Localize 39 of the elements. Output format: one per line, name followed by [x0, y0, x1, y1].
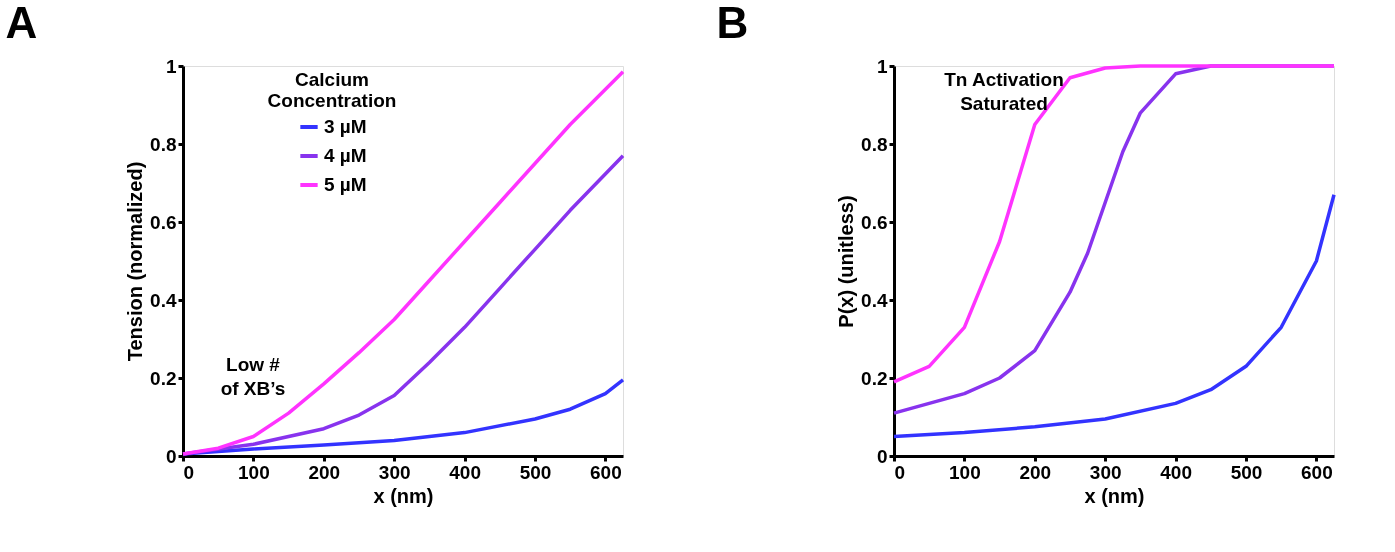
x-tick-label: 500: [1230, 461, 1263, 483]
annotation: Low # of XB’s: [220, 354, 286, 399]
y-tick-label: 0.6: [861, 211, 888, 233]
x-tick-label: 400: [449, 461, 481, 483]
annotation: Tn Activation Saturated: [944, 69, 1064, 114]
y-tick-label: 0.8: [150, 133, 177, 155]
y-tick-label: 0: [876, 445, 888, 467]
chart-title: A: [5, 0, 38, 47]
x-tick-label: 0: [894, 461, 906, 483]
y-tick-label: 0.8: [861, 133, 888, 155]
x-tick-label: 100: [949, 461, 981, 483]
legend-title: Calcium Concentration: [267, 69, 397, 111]
x-tick-label: 0: [183, 461, 195, 483]
y-tick-label: 1: [876, 55, 888, 77]
x-tick-label: 600: [1301, 461, 1333, 483]
y-tick-label: 0: [165, 445, 177, 467]
y-tick-label: 0.2: [861, 367, 888, 389]
x-axis-title: x (nm): [1084, 484, 1145, 507]
y-axis-title: Tension (normalized): [124, 161, 147, 362]
x-tick-label: 200: [308, 461, 341, 483]
x-tick-label: 600: [590, 461, 622, 483]
legend-label: 5 µM: [324, 174, 367, 195]
x-axis-title: x (nm): [373, 484, 434, 507]
y-axis-title: P(x) (unitless): [835, 195, 858, 328]
x-tick-label: 100: [238, 461, 270, 483]
x-tick-label: 300: [378, 461, 411, 483]
y-tick-label: 0.4: [150, 289, 177, 311]
x-tick-label: 400: [1160, 461, 1192, 483]
legend-label: 4 µM: [324, 145, 367, 166]
x-tick-label: 300: [1089, 461, 1122, 483]
chart-title: B: [716, 0, 749, 47]
line-series: [892, 192, 1336, 439]
y-tick-label: 0.4: [861, 289, 888, 311]
y-tick-label: 1: [165, 55, 177, 77]
y-tick-label: 0.6: [150, 211, 177, 233]
y-tick-label: 0.2: [150, 367, 177, 389]
x-tick-label: 200: [1019, 461, 1052, 483]
legend-label: 3 µM: [324, 116, 367, 137]
x-tick-label: 500: [519, 461, 552, 483]
